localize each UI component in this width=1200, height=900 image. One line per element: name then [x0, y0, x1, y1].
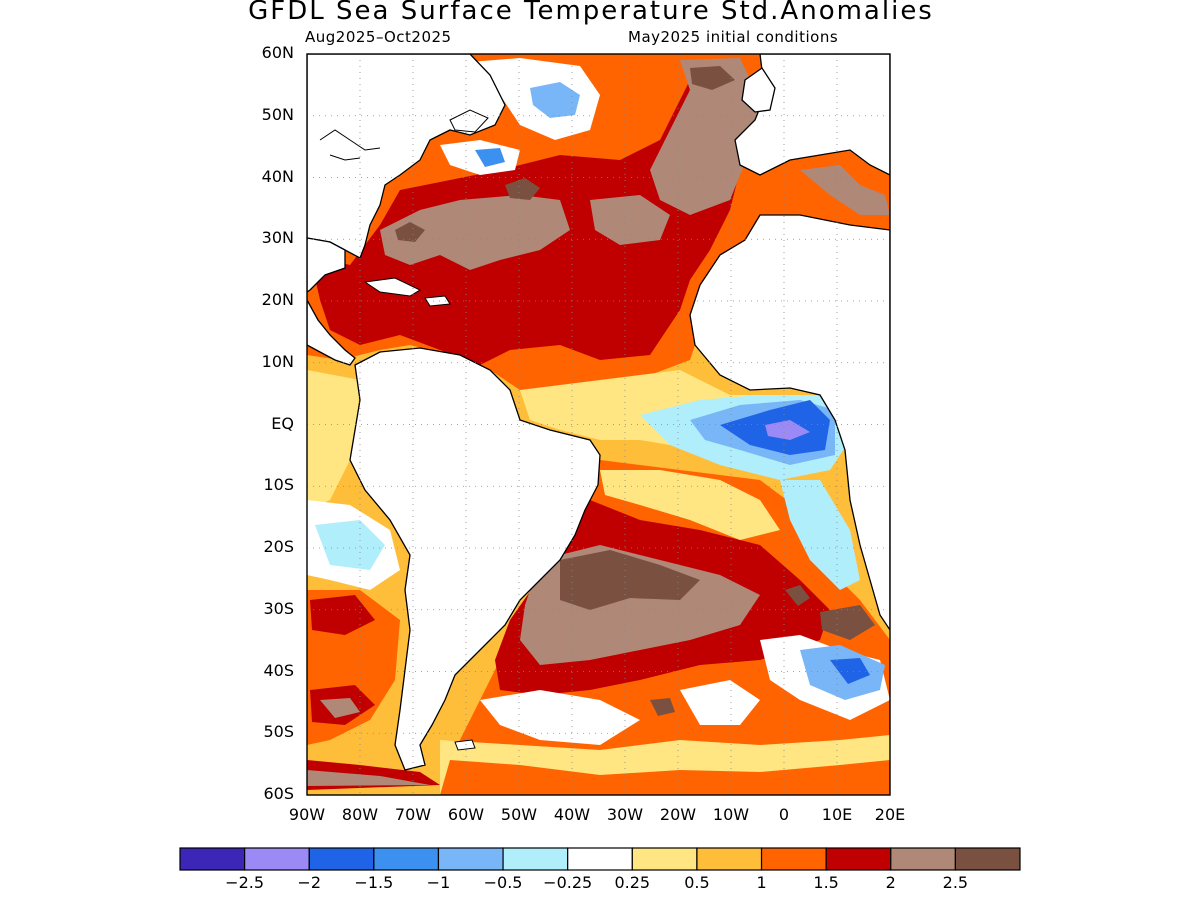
- colorbar-label: 0.5: [684, 873, 710, 892]
- latitude-label: 10S: [263, 475, 294, 495]
- colorbar-label: 2.5: [942, 873, 969, 892]
- north-atlantic-extreme-patch: [380, 195, 570, 270]
- colorbar-swatch: [567, 847, 633, 871]
- pacific-strong: [310, 595, 375, 635]
- colorbar-swatch: [631, 847, 698, 871]
- longitude-label: 50W: [500, 805, 538, 824]
- north-atlantic-cool-patch: [475, 148, 505, 167]
- colorbar-swatch: [437, 847, 504, 871]
- latitude-label: 20S: [263, 537, 294, 556]
- colorbar-swatch: [760, 847, 827, 871]
- europe-land: [734, 54, 890, 176]
- north-atlantic-extreme-patch: [800, 165, 890, 215]
- latitude-label: 50S: [263, 722, 294, 742]
- latitude-label: 60N: [261, 43, 294, 62]
- map-title: GFDL Sea Surface Temperature Std.Anomali…: [248, 0, 934, 26]
- drake-passage-extreme: [307, 770, 430, 786]
- longitude-label: 80W: [341, 805, 379, 824]
- latitude-label: 40S: [263, 660, 294, 680]
- pacific-mild: [307, 370, 360, 510]
- latitude-label: EQ: [271, 413, 294, 433]
- southern-ocean-warm: [440, 760, 890, 795]
- latitude-label: 40N: [261, 166, 294, 186]
- south-america-land: [349, 347, 601, 771]
- north-atlantic-extreme-patch: [650, 58, 760, 215]
- benguela-pale: [780, 480, 860, 590]
- newfoundland-land: [449, 109, 489, 133]
- longitude-label: 20W: [659, 805, 697, 824]
- north-atlantic-extreme-patch: [590, 195, 670, 245]
- pacific-cool: [315, 520, 385, 570]
- colorbar-swatch: [502, 847, 569, 871]
- latitude-label: 60S: [263, 784, 294, 803]
- colorbar-swatch: [825, 847, 892, 871]
- great-lakes-outline: [319, 129, 381, 161]
- north-atlantic-cool-patch: [530, 82, 580, 118]
- longitude-label: 40W: [553, 805, 591, 824]
- south-atlantic-extreme: [820, 605, 875, 640]
- longitude-label: 0: [778, 805, 790, 824]
- colorbar-swatch: [696, 847, 763, 871]
- north-atlantic-extreme-patch: [690, 66, 735, 90]
- latitude-label: 30N: [261, 228, 294, 248]
- south-atlantic-pale-patch: [680, 680, 760, 725]
- colorbar-swatch: [954, 847, 1021, 871]
- longitude-label: 90W: [288, 805, 326, 824]
- pacific-extreme: [320, 698, 360, 718]
- colorbar-swatch: [890, 847, 956, 871]
- colorbar: [179, 847, 1021, 871]
- longitude-label: 10W: [712, 805, 750, 824]
- latitude-label: 50N: [261, 104, 294, 124]
- longitude-label: 60W: [447, 805, 485, 824]
- longitude-label: 70W: [394, 805, 432, 824]
- north-atlantic-extreme-patch: [395, 222, 425, 242]
- south-atlantic-mild: [600, 470, 780, 540]
- initial-conditions: May2025 initial conditions: [628, 28, 839, 46]
- latitude-label: 20N: [261, 290, 294, 309]
- colorbar-label: −0.25: [543, 873, 593, 892]
- falklands-land: [454, 739, 476, 751]
- south-atlantic-extreme: [785, 585, 810, 606]
- latitude-label: 10N: [261, 351, 294, 371]
- colorbar-label: 2: [885, 873, 896, 892]
- gulf-of-guinea-coldest: [765, 420, 810, 440]
- colorbar-label: 1: [756, 873, 767, 892]
- colorbar-label: −1: [426, 873, 451, 892]
- longitude-label: 30W: [606, 805, 644, 824]
- forecast-period: Aug2025–Oct2025: [305, 28, 452, 46]
- colorbar-label: −2.5: [225, 873, 265, 892]
- longitude-label: 20E: [874, 805, 906, 824]
- longitude-label: 10E: [821, 805, 853, 824]
- south-atlantic-pale-patch: [480, 690, 640, 745]
- colorbar-swatch: [179, 847, 246, 871]
- south-atlantic-extreme: [650, 698, 675, 716]
- africa-land: [689, 214, 890, 632]
- latitude-label: 30S: [263, 598, 294, 618]
- north-atlantic-extreme-patch: [505, 178, 540, 200]
- anomaly-field: [307, 54, 890, 795]
- british-isles-land: [741, 67, 776, 113]
- colorbar-label: 1.5: [813, 873, 839, 892]
- colorbar-swatch: [244, 847, 310, 871]
- central-america-isthmus: [307, 299, 356, 366]
- colorbar-label: 0.25: [614, 873, 651, 892]
- map-frame: [306, 53, 891, 796]
- south-atlantic-extreme: [560, 550, 700, 610]
- hispaniola-land: [424, 295, 451, 307]
- colorbar-swatch: [373, 847, 440, 871]
- colorbar-label: −2: [297, 873, 322, 892]
- cuba-land: [363, 277, 422, 297]
- south-atlantic-cold-patch: [830, 658, 870, 684]
- colorbar-swatch: [308, 847, 375, 871]
- colorbar-label: −1.5: [354, 873, 394, 892]
- colorbar-label: −0.5: [483, 873, 523, 892]
